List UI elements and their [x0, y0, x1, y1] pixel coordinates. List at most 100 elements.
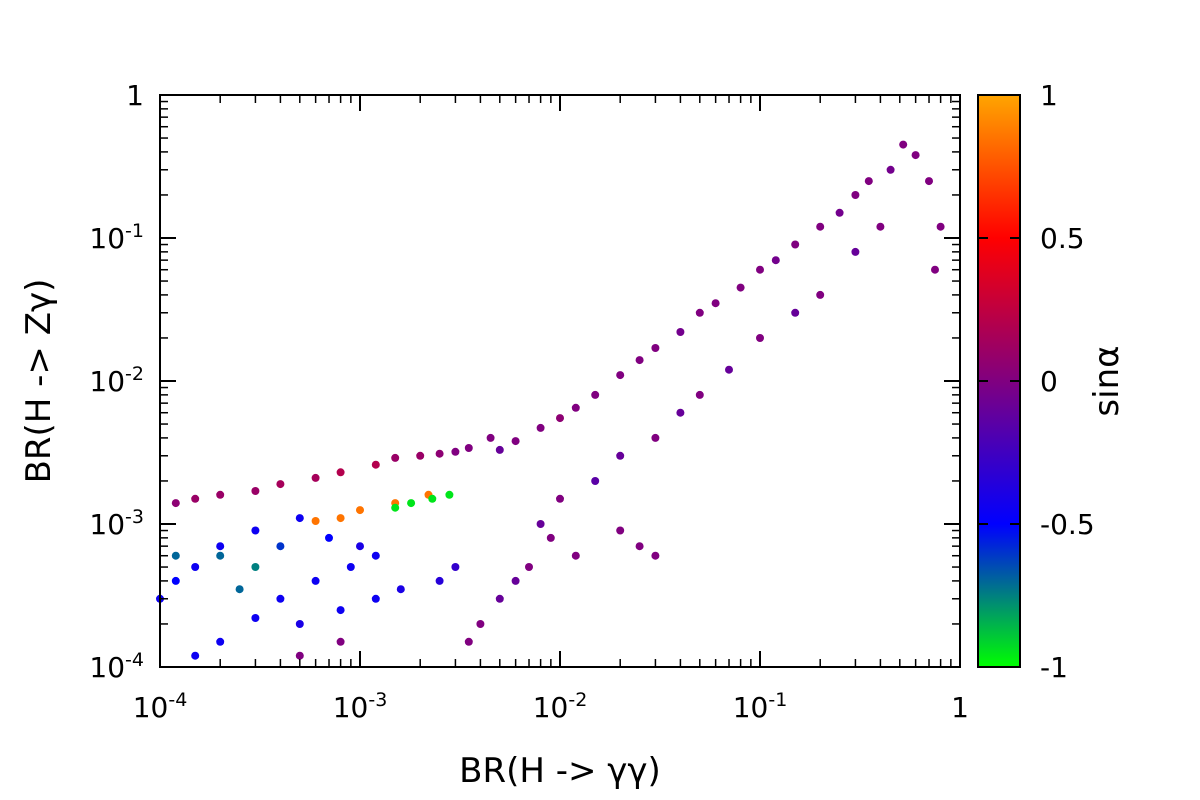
data-point — [336, 514, 345, 523]
data-point — [464, 637, 473, 646]
data-point — [571, 551, 580, 560]
data-point — [216, 551, 225, 560]
data-point — [556, 494, 564, 503]
data-point — [616, 526, 625, 535]
y-tick-label: 10-1 — [89, 220, 144, 255]
data-point — [676, 408, 685, 417]
data-point — [391, 453, 400, 462]
data-point — [816, 290, 825, 299]
data-point — [251, 526, 260, 535]
data-point — [536, 423, 545, 432]
data-point — [295, 620, 304, 628]
data-point — [835, 208, 844, 217]
data-point — [536, 520, 545, 528]
data-point — [486, 433, 495, 442]
data-point — [191, 563, 200, 571]
data-point — [495, 445, 504, 454]
data-point — [276, 594, 285, 603]
data-point — [451, 447, 460, 456]
colorbar-tick-label: 1 — [1040, 79, 1058, 112]
data-point — [651, 433, 660, 442]
data-point — [235, 585, 244, 594]
data-point — [428, 494, 437, 503]
data-point — [295, 651, 304, 660]
y-axis: 10-4 10-3 10-2 10-1 1 — [89, 79, 960, 684]
data-point — [251, 487, 260, 495]
data-point — [371, 594, 380, 603]
data-point — [416, 451, 425, 460]
data-point — [876, 222, 885, 231]
data-point — [371, 460, 380, 469]
data-point — [251, 614, 260, 622]
data-point — [546, 533, 555, 542]
data-point — [791, 308, 800, 317]
data-point — [311, 576, 320, 585]
data-point — [171, 499, 180, 508]
data-point — [695, 308, 704, 317]
data-point — [216, 542, 225, 551]
data-point — [851, 191, 860, 199]
x-axis-title: BR(H -> γγ) — [459, 751, 661, 791]
x-tick-label: 10-1 — [733, 689, 788, 724]
data-point — [616, 451, 625, 460]
x-tick-label: 10-2 — [533, 689, 588, 724]
data-point — [695, 390, 704, 399]
data-point — [191, 494, 200, 503]
colorbar-tick-label: 0 — [1040, 365, 1058, 398]
y-tick-label: 10-3 — [89, 506, 144, 541]
data-point — [851, 247, 860, 256]
x-tick-label: 10-3 — [333, 689, 388, 724]
data-point — [391, 503, 400, 512]
data-point — [791, 240, 800, 249]
data-point — [336, 468, 345, 477]
data-point — [511, 437, 520, 446]
data-point — [886, 165, 895, 174]
y-tick-label: 10-4 — [89, 649, 144, 684]
data-point — [756, 334, 764, 342]
data-point — [356, 506, 364, 515]
data-point — [276, 480, 285, 489]
x-tick-label: 1 — [951, 691, 969, 724]
data-point — [711, 299, 720, 308]
x-axis: 10-4 10-3 10-2 10-1 1 — [133, 95, 969, 724]
data-point — [936, 222, 945, 231]
data-point — [251, 563, 260, 571]
data-point — [325, 533, 333, 542]
y-tick-label: 1 — [126, 79, 144, 112]
data-point — [336, 606, 345, 615]
data-point — [771, 256, 780, 265]
data-point — [925, 177, 933, 186]
colorbar-title: sinα — [1087, 345, 1127, 416]
data-point — [435, 449, 444, 458]
plot-area-frame — [159, 94, 961, 668]
data-point — [736, 283, 745, 292]
data-point — [556, 414, 564, 423]
data-point — [931, 265, 939, 274]
data-point — [651, 344, 660, 352]
data-point — [216, 637, 225, 646]
data-point — [495, 594, 504, 603]
data-point — [635, 542, 644, 551]
data-point — [435, 576, 444, 585]
data-point — [525, 563, 533, 571]
data-point — [356, 542, 364, 551]
data-point — [725, 365, 733, 374]
data-point — [311, 473, 320, 482]
data-point — [396, 585, 405, 594]
y-axis-title: BR(H -> Zγ) — [19, 279, 59, 484]
data-point — [216, 490, 225, 499]
colorbar-tick-label: 0.5 — [1040, 222, 1085, 255]
data-point — [171, 551, 180, 560]
data-point — [864, 177, 873, 186]
data-points — [156, 140, 945, 660]
data-point — [591, 390, 600, 399]
data-point — [571, 403, 580, 412]
data-point — [635, 356, 644, 365]
data-point — [311, 517, 320, 525]
data-point — [676, 328, 685, 336]
data-point — [191, 651, 200, 660]
data-point — [371, 551, 380, 560]
data-point — [451, 563, 460, 571]
colorbar-tick-label: -0.5 — [1040, 508, 1095, 541]
